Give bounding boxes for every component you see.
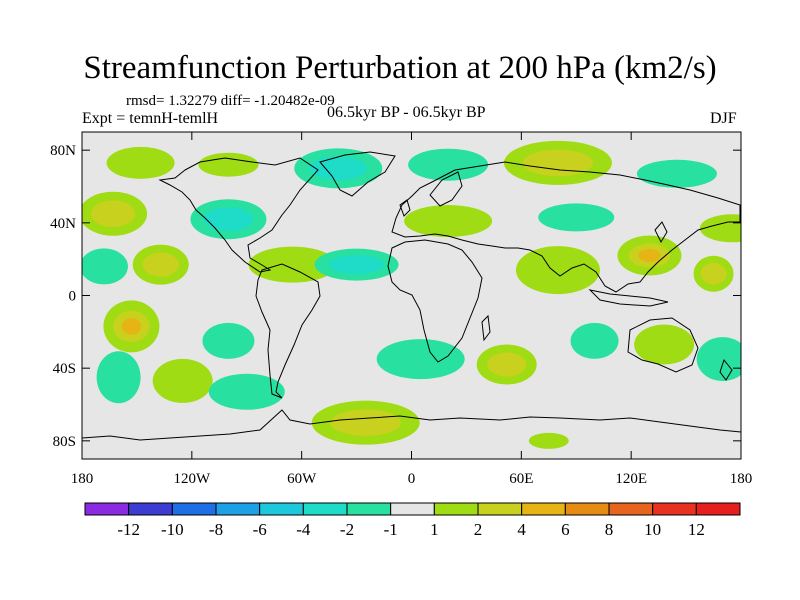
colorbar-label: -12 [117,520,140,539]
anomaly-positive [152,358,213,403]
anomaly-positive [311,400,420,445]
colorbar-label: 2 [474,520,483,539]
anomaly-negative [376,339,465,380]
colorbar-label: -6 [253,520,267,539]
anomaly-negative [294,148,383,189]
colorbar-swatch [171,502,217,516]
anomaly-negative [570,322,619,359]
anomaly-negative [96,351,141,404]
x-tick-label: 60W [287,471,317,487]
colorbar-swatch [84,502,130,516]
coast-eurasia [391,161,741,293]
y-tick-label: 80N [50,143,76,159]
colorbar-swatch [215,502,261,516]
x-tick-label: 0 [408,471,416,487]
anomaly-negative [696,337,741,382]
anomaly-positive [248,246,337,283]
y-tick-label: 0 [69,289,77,305]
coast-australia [627,317,699,373]
coast-indonesia [588,289,669,307]
colorbar-swatch [695,502,741,516]
colorbar-label: 10 [644,520,661,539]
anomaly-layer [82,140,741,449]
anomaly-negative [636,159,717,188]
map-background [82,132,741,459]
axes-layer: 80N 40N 0 40S 80S 180 120W 60W 0 60E 120E 180 [50,132,752,487]
period-label: 06.5kyr BP - 06.5kyr BP [327,104,486,121]
anomaly-positive [404,205,493,238]
anomaly-negative [538,203,615,232]
y-tick-label: 40S [53,361,76,377]
anomaly-positive [634,324,695,365]
anomaly-negative [408,148,489,181]
colorbar-swatch [608,502,654,516]
anomaly-positive [699,214,741,243]
y-tick-label: 40N [50,216,76,232]
anomaly-positive [82,191,148,236]
anomaly-positive [198,152,259,177]
colorbar-swatch [564,502,610,516]
colorbar: -12 -10 -8 -6 -4 -2 -1 1 2 4 6 8 10 12 [84,502,741,539]
colorbar-swatch [477,502,523,516]
anomaly-negative [82,248,128,285]
colorbar-label: 12 [688,520,705,539]
colorbar-swatch [302,502,348,516]
anomaly-negative [314,248,399,281]
coast-new-zealand [719,358,733,381]
x-tick-label: 180 [730,471,753,487]
colorbar-label: 1 [430,520,439,539]
coast-greenland [319,151,396,197]
coast-north-america [158,157,319,273]
coast-antarctica [82,409,741,441]
coastline-layer [82,151,741,441]
anomaly-positive [515,246,600,295]
colorbar-label: -8 [209,520,223,539]
y-tick-label: 80S [53,434,76,450]
anomaly-positive [476,344,537,385]
anomaly-positive [132,244,189,285]
colorbar-swatch [521,502,566,516]
colorbar-swatch [390,502,435,516]
coast-africa [387,239,483,363]
colorbar-label: -1 [384,520,398,539]
colorbar-swatch [128,502,173,516]
experiment-label: Expt = temnH-temlH [82,110,219,127]
x-tick-label: 120W [173,471,211,487]
anomaly-positive [106,146,175,179]
colorbar-label: -4 [296,520,311,539]
colorbar-label: 8 [605,520,614,539]
anomaly-positive [503,140,612,185]
anomaly-negative [190,199,267,240]
coast-japan [654,221,668,244]
colorbar-label: 4 [517,520,526,539]
colorbar-swatch [433,502,479,516]
anomaly-negative [208,373,285,410]
anomaly-positive [528,432,569,449]
coast-british-isles [399,199,411,217]
coast-scandinavia [429,171,463,207]
colorbar-label: 6 [561,520,570,539]
coast-madagascar [481,314,491,342]
coast-south-america [255,263,321,399]
x-tick-label: 120E [615,471,647,487]
colorbar-label: -2 [340,520,354,539]
anomaly-positive [103,300,160,353]
season-label: DJF [710,110,737,127]
colorbar-swatch [346,502,392,516]
anomaly-positive [693,255,734,292]
colorbar-label: -10 [161,520,184,539]
anomaly-positive [617,235,682,276]
x-tick-label: 180 [71,471,94,487]
plot-title: Streamfunction Perturbation at 200 hPa (… [83,50,717,86]
colorbar-swatch [652,502,697,516]
anomaly-negative [202,322,255,359]
colorbar-swatch [259,502,304,516]
stats-label: rmsd= 1.32279 diff= -1.20482e-09 [126,93,335,109]
x-tick-label: 60E [509,471,533,487]
